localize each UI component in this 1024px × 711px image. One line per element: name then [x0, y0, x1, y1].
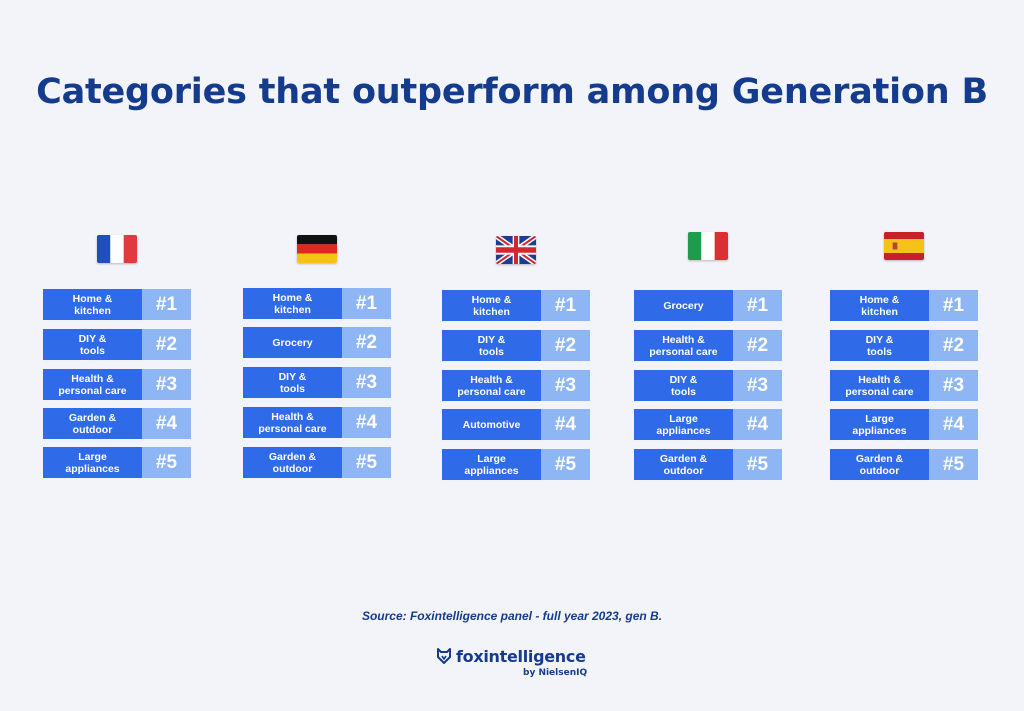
category-label: Large appliances [43, 447, 142, 478]
list-item: Home & kitchen #1 [442, 290, 590, 321]
logo-subtitle: by NielsenIQ [523, 668, 588, 678]
category-label: DIY & tools [830, 330, 929, 361]
list-item: Home & kitchen #1 [43, 289, 191, 320]
italy-flag-icon [688, 232, 728, 260]
category-label: Grocery [634, 290, 733, 321]
list-item: Home & kitchen #1 [243, 288, 391, 319]
list-item: Garden & outdoor #5 [634, 449, 782, 480]
germany-flag-icon [297, 235, 337, 263]
category-label: Garden & outdoor [243, 447, 342, 478]
category-label: Large appliances [634, 409, 733, 440]
spain-flag-icon [884, 232, 924, 260]
category-label: Health & personal care [43, 369, 142, 400]
page-title: Categories that outperform among Generat… [36, 72, 988, 112]
list-item: Garden & outdoor #5 [830, 449, 978, 480]
rank-label: #1 [142, 289, 191, 320]
rank-label: #3 [733, 370, 782, 401]
rank-label: #5 [733, 449, 782, 480]
category-label: DIY & tools [634, 370, 733, 401]
category-label: DIY & tools [243, 367, 342, 398]
list-item: Home & kitchen #1 [830, 290, 978, 321]
rank-label: #5 [342, 447, 391, 478]
uk-flag-icon [496, 236, 536, 264]
rank-label: #4 [142, 408, 191, 439]
list-item: Health & personal care #3 [43, 369, 191, 400]
rank-label: #4 [541, 409, 590, 440]
category-label: Health & personal care [442, 370, 541, 401]
list-item: Grocery #1 [634, 290, 782, 321]
category-label: Home & kitchen [830, 290, 929, 321]
list-item: Large appliances #4 [634, 409, 782, 440]
rank-label: #2 [733, 330, 782, 361]
rank-label: #1 [541, 290, 590, 321]
rank-label: #5 [142, 447, 191, 478]
brand-logo: foxintelligence by NielsenIQ [437, 647, 589, 681]
list-item: Large appliances #5 [442, 449, 590, 480]
list-item: Garden & outdoor #5 [243, 447, 391, 478]
list-item: Health & personal care #2 [634, 330, 782, 361]
rank-label: #4 [733, 409, 782, 440]
category-label: DIY & tools [442, 330, 541, 361]
category-label: Garden & outdoor [830, 449, 929, 480]
category-label: Automotive [442, 409, 541, 440]
list-item: DIY & tools #2 [442, 330, 590, 361]
category-label: DIY & tools [43, 329, 142, 360]
rank-label: #2 [342, 327, 391, 358]
list-item: Large appliances #4 [830, 409, 978, 440]
category-label: Garden & outdoor [634, 449, 733, 480]
fox-shield-icon [437, 648, 451, 664]
category-label: Health & personal care [830, 370, 929, 401]
list-item: Garden & outdoor #4 [43, 408, 191, 439]
list-item: DIY & tools #2 [43, 329, 191, 360]
rank-label: #3 [929, 370, 978, 401]
source-note: Source: Foxintelligence panel - full yea… [361, 609, 663, 623]
category-label: Large appliances [442, 449, 541, 480]
rank-label: #5 [541, 449, 590, 480]
category-label: Home & kitchen [243, 288, 342, 319]
category-label: Large appliances [830, 409, 929, 440]
france-flag-icon [97, 235, 137, 263]
list-item: Health & personal care #3 [830, 370, 978, 401]
rank-label: #4 [929, 409, 978, 440]
rank-label: #1 [342, 288, 391, 319]
rank-label: #2 [541, 330, 590, 361]
rank-label: #3 [342, 367, 391, 398]
list-item: DIY & tools #2 [830, 330, 978, 361]
list-item: DIY & tools #3 [634, 370, 782, 401]
logo-name: foxintelligence [456, 647, 586, 666]
category-label: Health & personal care [243, 407, 342, 438]
rank-label: #1 [929, 290, 978, 321]
rank-label: #2 [142, 329, 191, 360]
category-label: Grocery [243, 327, 342, 358]
category-label: Garden & outdoor [43, 408, 142, 439]
list-item: Large appliances #5 [43, 447, 191, 478]
rank-label: #4 [342, 407, 391, 438]
list-item: DIY & tools #3 [243, 367, 391, 398]
list-item: Grocery #2 [243, 327, 391, 358]
rank-label: #3 [142, 369, 191, 400]
list-item: Health & personal care #4 [243, 407, 391, 438]
rank-label: #5 [929, 449, 978, 480]
rank-label: #3 [541, 370, 590, 401]
list-item: Health & personal care #3 [442, 370, 590, 401]
rank-label: #1 [733, 290, 782, 321]
category-label: Home & kitchen [442, 290, 541, 321]
rank-label: #2 [929, 330, 978, 361]
list-item: Automotive #4 [442, 409, 590, 440]
category-label: Health & personal care [634, 330, 733, 361]
category-label: Home & kitchen [43, 289, 142, 320]
